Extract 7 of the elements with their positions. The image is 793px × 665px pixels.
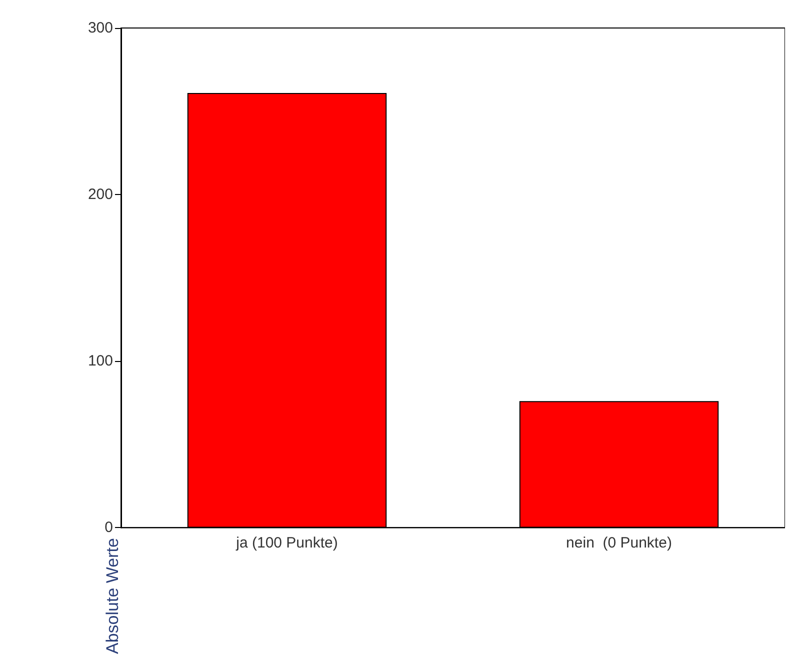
y-axis-title: Absolute Werte [103,538,122,654]
y-tick-label: 200 [88,186,113,204]
y-tick-label: 300 [88,20,113,36]
x-tick-label: ja (100 Punkte) [235,534,338,552]
y-tick-label: 100 [88,352,113,370]
x-tick-label: nein (0 Punkte) [566,534,672,552]
y-tick-label: 0 [104,519,113,536]
